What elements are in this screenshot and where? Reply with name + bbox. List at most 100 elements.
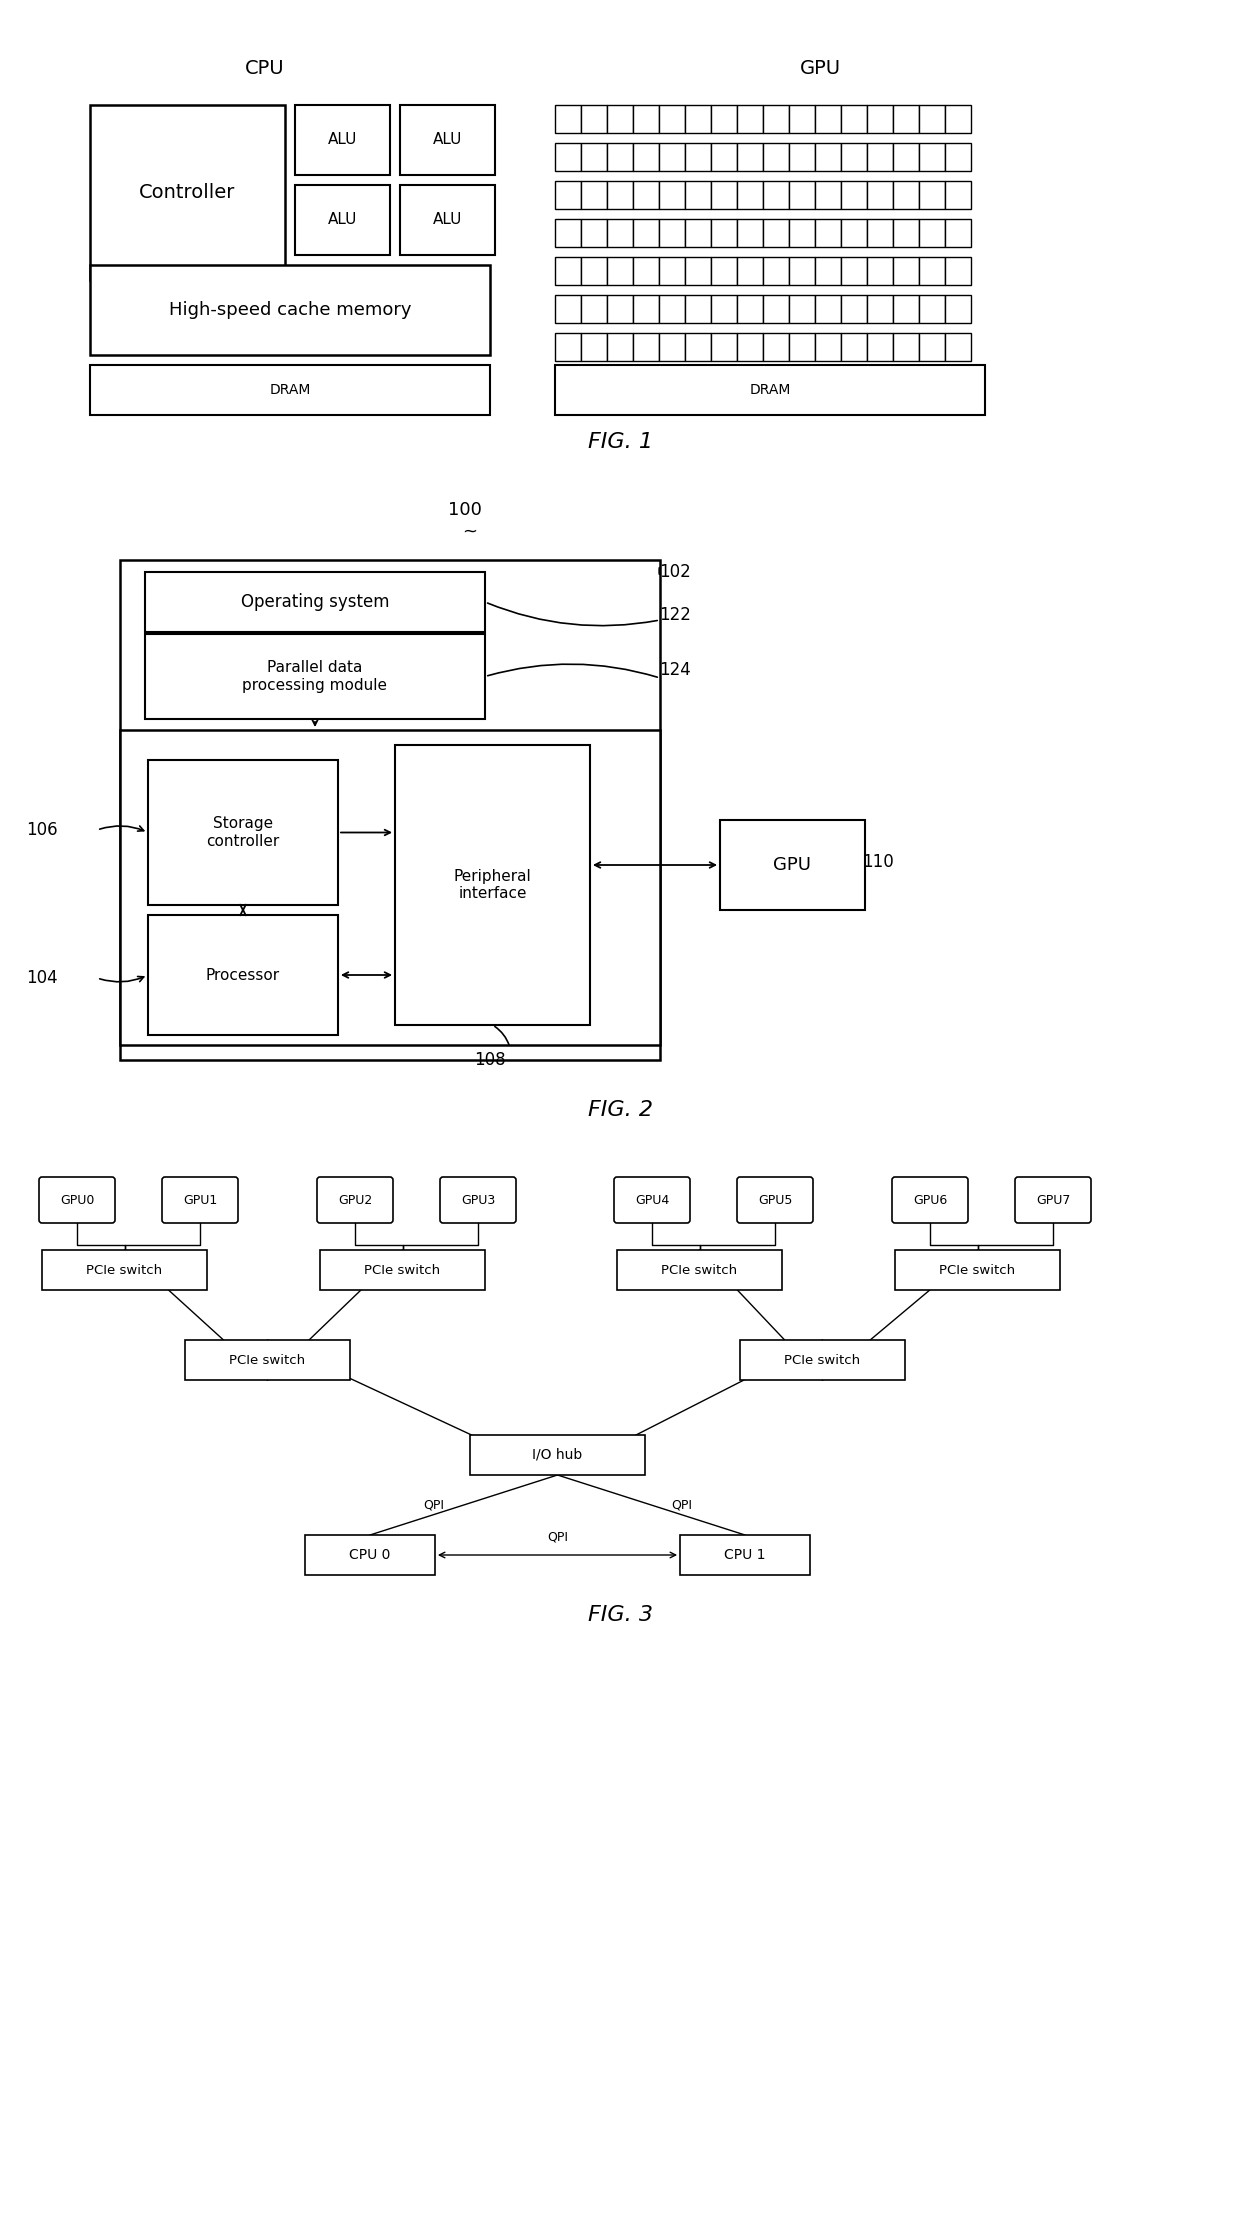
- Bar: [632, 257, 658, 286]
- Text: CPU: CPU: [246, 58, 285, 77]
- Bar: [919, 257, 945, 286]
- Text: PCIe switch: PCIe switch: [229, 1353, 305, 1366]
- Bar: [815, 104, 841, 133]
- Text: ALU: ALU: [327, 133, 357, 148]
- Bar: [658, 294, 684, 323]
- FancyBboxPatch shape: [614, 1178, 689, 1222]
- Bar: [789, 257, 815, 286]
- Bar: [632, 182, 658, 208]
- Bar: [608, 144, 632, 170]
- Bar: [556, 257, 582, 286]
- Bar: [789, 104, 815, 133]
- Bar: [711, 219, 737, 248]
- Text: GPU1: GPU1: [182, 1193, 217, 1207]
- Bar: [608, 257, 632, 286]
- FancyBboxPatch shape: [737, 1178, 813, 1222]
- Text: PCIe switch: PCIe switch: [365, 1264, 440, 1277]
- Bar: [401, 186, 495, 255]
- Bar: [582, 144, 608, 170]
- Bar: [737, 257, 763, 286]
- Text: GPU5: GPU5: [758, 1193, 792, 1207]
- Text: CPU 0: CPU 0: [350, 1548, 391, 1563]
- FancyBboxPatch shape: [1016, 1178, 1091, 1222]
- Bar: [608, 219, 632, 248]
- Bar: [632, 294, 658, 323]
- Bar: [711, 144, 737, 170]
- Bar: [295, 186, 391, 255]
- Bar: [867, 332, 893, 361]
- Bar: [815, 332, 841, 361]
- Bar: [658, 144, 684, 170]
- Bar: [680, 1534, 810, 1574]
- Bar: [867, 104, 893, 133]
- Bar: [658, 104, 684, 133]
- Bar: [815, 144, 841, 170]
- Bar: [608, 182, 632, 208]
- Bar: [582, 332, 608, 361]
- Text: 104: 104: [26, 970, 58, 987]
- Bar: [737, 294, 763, 323]
- Bar: [91, 104, 285, 279]
- Bar: [945, 182, 971, 208]
- Bar: [91, 365, 490, 414]
- Bar: [789, 219, 815, 248]
- Text: Parallel data
processing module: Parallel data processing module: [243, 660, 387, 693]
- Text: 106: 106: [26, 821, 58, 839]
- Bar: [945, 219, 971, 248]
- Bar: [945, 332, 971, 361]
- Bar: [684, 104, 711, 133]
- Text: CPU 1: CPU 1: [724, 1548, 766, 1563]
- Bar: [919, 144, 945, 170]
- Bar: [711, 257, 737, 286]
- Bar: [556, 365, 985, 414]
- Bar: [91, 266, 490, 354]
- Bar: [401, 104, 495, 175]
- Bar: [618, 1251, 782, 1291]
- Bar: [711, 294, 737, 323]
- Bar: [185, 1339, 350, 1379]
- Text: High-speed cache memory: High-speed cache memory: [169, 301, 412, 319]
- FancyBboxPatch shape: [892, 1178, 968, 1222]
- Text: QPI: QPI: [671, 1499, 692, 1512]
- Text: DRAM: DRAM: [749, 383, 791, 396]
- Text: FIG. 1: FIG. 1: [588, 432, 652, 452]
- Bar: [556, 182, 582, 208]
- Bar: [919, 294, 945, 323]
- Bar: [789, 182, 815, 208]
- Bar: [841, 219, 867, 248]
- Bar: [789, 144, 815, 170]
- Bar: [658, 182, 684, 208]
- Bar: [658, 332, 684, 361]
- Bar: [815, 294, 841, 323]
- Bar: [556, 104, 582, 133]
- Bar: [895, 1251, 1060, 1291]
- Text: 100: 100: [448, 500, 482, 518]
- Bar: [737, 219, 763, 248]
- Bar: [556, 144, 582, 170]
- Bar: [763, 144, 789, 170]
- Text: GPU6: GPU6: [913, 1193, 947, 1207]
- Bar: [867, 294, 893, 323]
- Bar: [684, 144, 711, 170]
- Text: GPU: GPU: [800, 58, 841, 77]
- Bar: [945, 294, 971, 323]
- Bar: [711, 104, 737, 133]
- Bar: [841, 294, 867, 323]
- Bar: [893, 144, 919, 170]
- Bar: [556, 219, 582, 248]
- Bar: [893, 332, 919, 361]
- Text: ALU: ALU: [433, 213, 463, 228]
- Text: GPU2: GPU2: [337, 1193, 372, 1207]
- Bar: [919, 332, 945, 361]
- FancyBboxPatch shape: [317, 1178, 393, 1222]
- Bar: [632, 144, 658, 170]
- Bar: [145, 571, 485, 631]
- Bar: [148, 759, 339, 906]
- Bar: [608, 104, 632, 133]
- Bar: [893, 294, 919, 323]
- Bar: [120, 560, 660, 1061]
- Bar: [763, 332, 789, 361]
- Bar: [684, 182, 711, 208]
- Bar: [945, 257, 971, 286]
- Bar: [684, 219, 711, 248]
